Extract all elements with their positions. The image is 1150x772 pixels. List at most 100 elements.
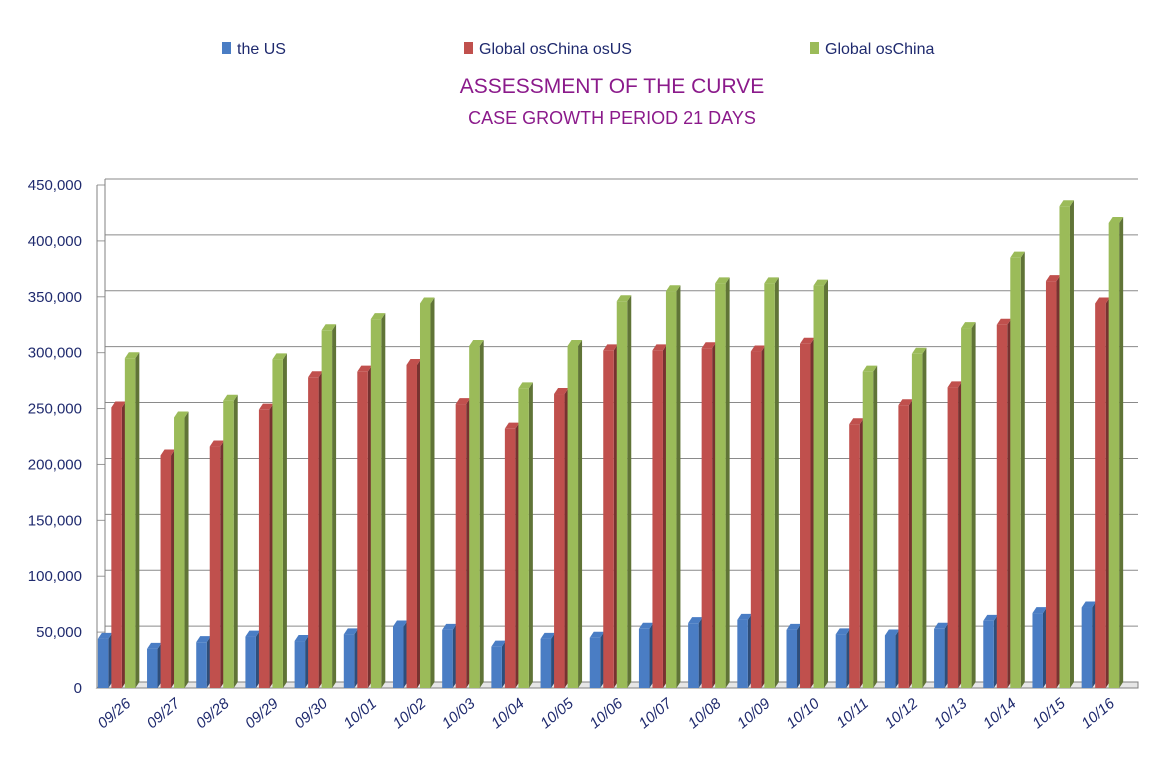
bar: [308, 371, 323, 688]
bar: [554, 388, 569, 688]
bar: [1045, 275, 1061, 688]
y-tick-label: 100,000: [28, 568, 82, 585]
bar: [813, 279, 829, 688]
legend-label-2: Global osChina osUS: [479, 41, 632, 58]
bar: [652, 344, 667, 688]
bar: [540, 632, 556, 688]
x-tick-label: 09/28: [193, 695, 233, 733]
bar: [638, 622, 654, 688]
bar: [616, 295, 632, 688]
x-tick-label: 09/30: [291, 695, 331, 733]
x-tick-label: 10/05: [537, 695, 577, 733]
bar: [442, 623, 457, 688]
bar: [469, 339, 484, 688]
y-tick-label: 350,000: [28, 289, 82, 306]
bar: [294, 635, 310, 688]
bar: [589, 631, 605, 688]
bar: [370, 313, 386, 688]
y-tick-label: 400,000: [28, 233, 82, 250]
bar: [160, 449, 176, 688]
bar: [455, 398, 471, 688]
x-tick-label: 10/13: [931, 695, 971, 733]
bar: [1081, 601, 1097, 688]
bar: [567, 339, 583, 688]
bar: [272, 353, 287, 688]
y-tick-label: 200,000: [28, 456, 82, 473]
bar: [245, 630, 260, 688]
bar: [961, 322, 976, 688]
x-tick-label: 10/01: [340, 695, 380, 732]
bar: [419, 297, 435, 688]
bar: [786, 623, 802, 688]
x-tick-label: 10/09: [734, 695, 774, 733]
x-tick-label: 10/12: [882, 695, 922, 733]
bar: [898, 399, 913, 688]
y-axis-ticks: 0 50,000 100,000 150,000 200,000 250,000 300,0…: [28, 177, 82, 697]
y-tick-label: 250,000: [28, 401, 82, 418]
bar: [223, 394, 238, 688]
bar: [737, 613, 752, 688]
legend-label-3: Global osChina: [825, 41, 935, 58]
bar: [603, 344, 618, 688]
bar: [147, 642, 162, 688]
bar: [911, 347, 927, 688]
y-tick-label: 300,000: [28, 345, 82, 362]
legend: the US Global osChina osUS Global osChina: [222, 41, 935, 58]
x-axis-ticks: 09/26 09/27 09/28 09/29 09/30 10/01 10/02 10/03…: [94, 695, 1118, 733]
bar: [124, 352, 140, 688]
x-tick-label: 10/03: [439, 695, 479, 733]
bar: [1095, 297, 1110, 688]
bar: [715, 277, 730, 688]
x-tick-label: 10/15: [1029, 695, 1069, 733]
bar: [1010, 251, 1025, 688]
x-tick-label: 10/16: [1078, 695, 1118, 733]
bar: [884, 629, 900, 688]
bar: [835, 628, 851, 688]
legend-swatch-2: [464, 42, 473, 54]
bar: [392, 620, 408, 688]
x-tick-label: 09/27: [144, 695, 184, 733]
bar: [1108, 217, 1124, 688]
x-tick-label: 10/10: [783, 695, 823, 733]
bar: [800, 337, 815, 688]
bar: [665, 285, 681, 688]
bar: [518, 382, 533, 688]
x-tick-label: 09/29: [242, 695, 282, 733]
legend-label-1: the US: [237, 41, 286, 58]
bar: [750, 345, 766, 688]
bar: [97, 632, 113, 688]
bar: [357, 365, 372, 688]
x-tick-label: 10/14: [980, 695, 1020, 732]
bar: [321, 324, 337, 688]
bar: [862, 365, 878, 688]
bar: [764, 277, 779, 688]
bar: [688, 617, 703, 688]
bar: [174, 411, 189, 688]
bar: [947, 381, 963, 688]
bars: [97, 200, 1124, 688]
bar: [934, 622, 949, 688]
y-tick-label: 450,000: [28, 177, 82, 194]
bar: [504, 422, 520, 688]
bar: [343, 628, 359, 688]
x-tick-label: 10/08: [685, 695, 725, 733]
bar: [209, 440, 225, 688]
x-tick-label: 10/07: [636, 695, 676, 733]
bar: [111, 401, 126, 688]
x-tick-label: 10/11: [833, 695, 872, 731]
y-tick-label: 0: [74, 680, 82, 697]
y-tick-label: 150,000: [28, 512, 82, 529]
legend-swatch-3: [810, 42, 819, 54]
x-tick-label: 10/02: [390, 695, 430, 733]
x-tick-label: 09/26: [94, 695, 134, 733]
bar: [406, 358, 421, 688]
bar: [849, 418, 864, 688]
legend-swatch-1: [222, 42, 231, 54]
chart-subtitle: CASE GROWTH PERIOD 21 DAYS: [468, 108, 756, 128]
bar: [701, 342, 717, 688]
bar: [996, 318, 1012, 688]
y-tick-label: 50,000: [36, 624, 82, 641]
bar: [196, 636, 211, 688]
x-tick-label: 10/06: [586, 695, 626, 733]
